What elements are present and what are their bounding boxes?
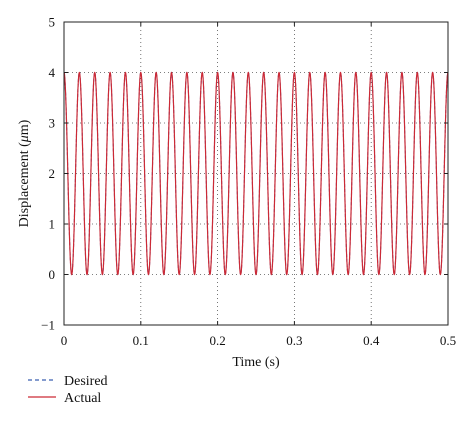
legend-label-desired: Desired [64,374,108,389]
legend-label-actual: Actual [64,391,101,406]
x-tick-label: 0.4 [363,333,380,348]
x-tick-label: 0.2 [209,333,225,348]
y-axis-label-suffix: m) [17,119,32,135]
y-axis-label-prefix: Displacement ( [17,142,32,227]
y-tick-label: −1 [41,318,55,333]
legend: Desired Actual [28,374,108,406]
y-tick-label: 5 [49,15,56,30]
axis-ticks [63,21,449,326]
y-tick-label: 3 [49,116,56,131]
y-axis-label: Displacement (μm) [17,119,32,227]
x-tick-label: 0 [61,333,68,348]
y-tick-label: 2 [49,166,56,181]
x-tick-label: 0.1 [133,333,149,348]
x-tick-label: 0.5 [440,333,456,348]
y-tick-label: 4 [49,65,56,80]
x-tick-label: 0.3 [286,333,302,348]
y-tick-label: 1 [49,217,56,232]
tick-labels: 0 0.1 0.2 0.3 0.4 0.5 −1 0 1 2 3 4 5 [41,15,456,349]
y-tick-label: 0 [49,267,56,282]
x-axis-label: Time (s) [232,355,280,370]
y-axis-label-mu: μ [17,135,32,143]
series-line-actual [63,71,449,276]
series-layer [63,71,449,276]
